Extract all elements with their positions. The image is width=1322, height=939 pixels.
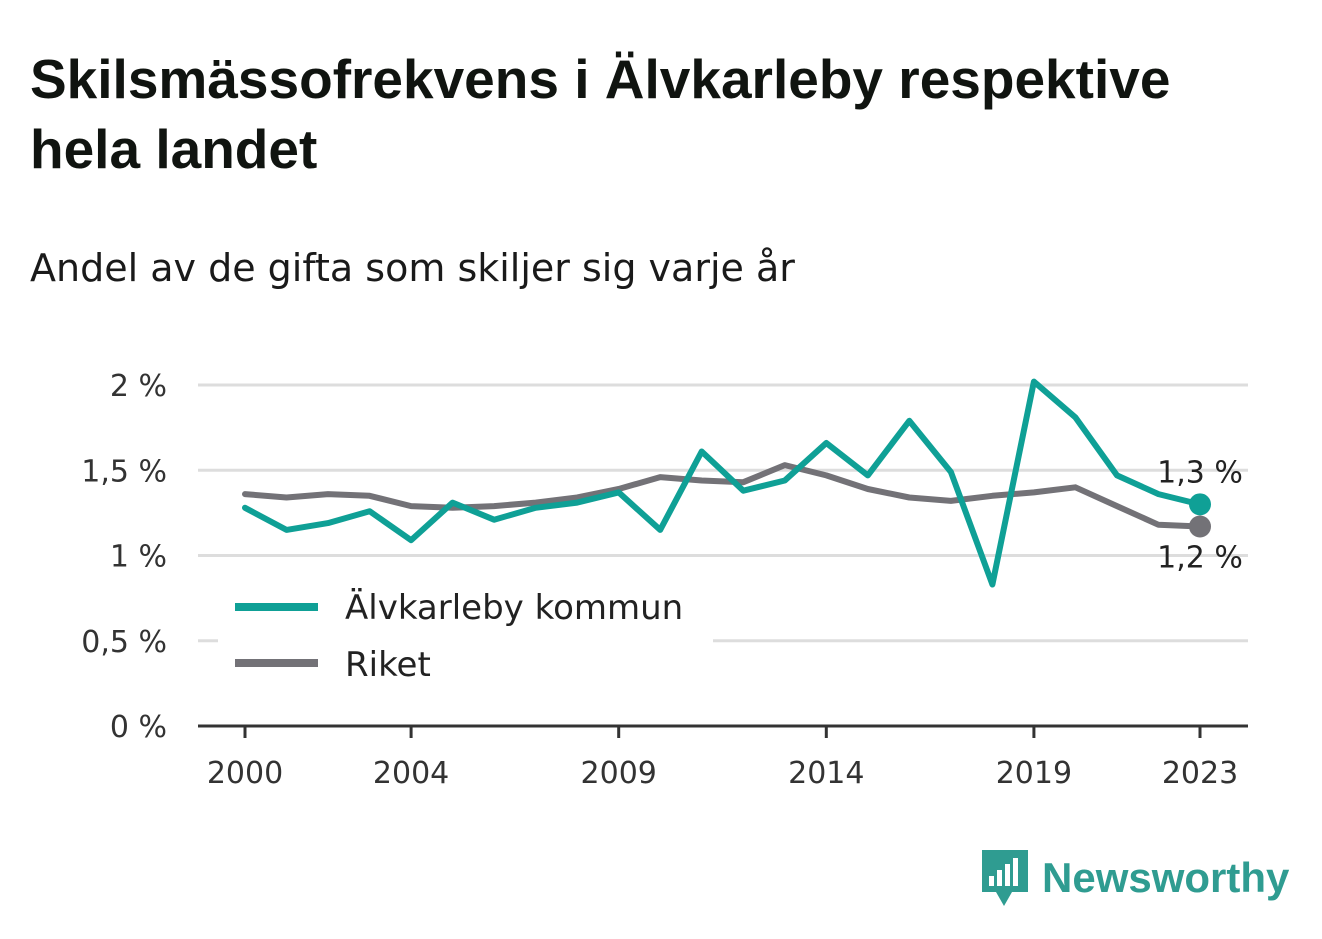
y-tick-label: 1,5 % — [81, 454, 167, 489]
x-tick-label: 2000 — [207, 756, 283, 791]
y-tick-label: 0,5 % — [81, 625, 167, 660]
x-tick-label: 2004 — [373, 756, 449, 791]
chart-subtitle: Andel av de gifta som skiljer sig varje … — [30, 246, 795, 290]
x-tick-label: 2009 — [581, 756, 657, 791]
newsworthy-logo: Newsworthy — [980, 848, 1289, 908]
bar-chart-icon — [982, 850, 1028, 906]
end-marker-riket — [1189, 515, 1211, 538]
x-tick-label: 2023 — [1162, 756, 1238, 791]
chart-title: Skilsmässofrekvens i Älvkarleby respekti… — [30, 48, 1171, 180]
y-tick-label: 0 % — [110, 710, 167, 745]
end-markers — [1189, 493, 1211, 538]
x-tick-label: 2014 — [788, 756, 864, 791]
x-axis — [198, 724, 1248, 738]
end-marker-kommun — [1189, 493, 1211, 516]
y-axis-tick-labels: 0 % 0,5 % 1 % 1,5 % 2 % — [81, 369, 167, 745]
end-label-kommun: 1,3 % — [1157, 455, 1243, 490]
legend-background — [218, 575, 713, 690]
legend-label-kommun: Älvkarleby kommun — [345, 588, 683, 628]
series-line-kommun — [242, 378, 1203, 588]
series-lines — [242, 378, 1203, 588]
y-tick-label: 2 % — [110, 369, 167, 404]
legend-label-riket: Riket — [345, 645, 431, 685]
brand-name: Newsworthy — [1042, 854, 1290, 901]
end-label-riket: 1,2 % — [1157, 541, 1243, 576]
legend: Älvkarleby kommun Riket — [218, 575, 713, 690]
y-tick-label: 1 % — [110, 540, 167, 575]
x-tick-label: 2019 — [996, 756, 1072, 791]
series-line-riket — [242, 462, 1203, 530]
x-axis-tick-labels: 2000 2004 2009 2014 2019 2023 — [207, 756, 1238, 791]
